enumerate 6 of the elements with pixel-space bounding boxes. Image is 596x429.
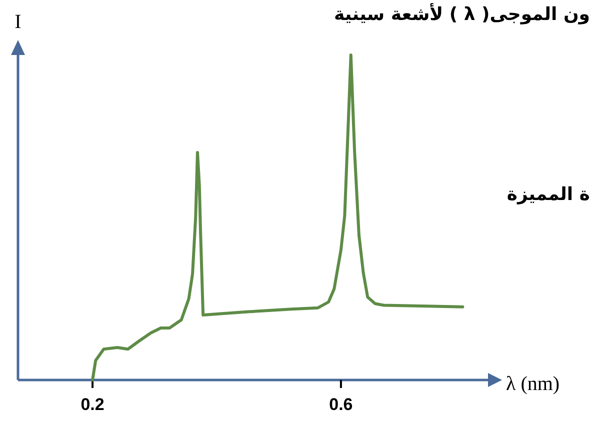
x-tick-label: 0.6: [329, 395, 353, 414]
chart-title: ون الموجى( λ ) لأشعة سينية: [334, 3, 590, 25]
x-axis-title: λ (nm): [506, 373, 560, 395]
x-tick-label: 0.2: [80, 395, 104, 414]
text: ة المميزة: [506, 184, 590, 205]
y-axis-title: I: [14, 11, 22, 33]
